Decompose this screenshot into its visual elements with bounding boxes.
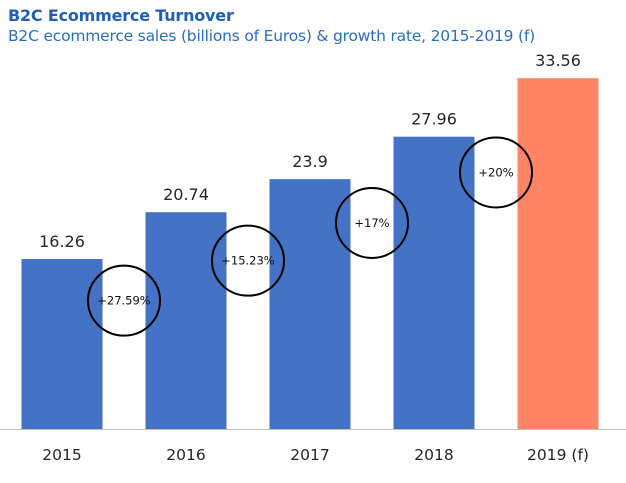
bar-2017	[269, 179, 351, 429]
bar-2016	[145, 212, 227, 429]
category-label: 2015	[42, 446, 81, 464]
growth-circle	[335, 186, 409, 259]
bar-2015	[21, 259, 103, 429]
value-label: 23.9	[292, 152, 328, 171]
value-label: 33.56	[535, 51, 581, 70]
growth-circle	[87, 264, 161, 337]
value-label: 20.74	[163, 185, 209, 204]
bar-2019-f	[517, 78, 599, 430]
value-label: 16.26	[39, 232, 85, 251]
growth-rate-label: +27.59%	[97, 294, 151, 308]
growth-rate-label: +17%	[354, 216, 389, 230]
chart-title: B2C Ecommerce Turnover	[8, 6, 234, 25]
growth-rate-label: +20%	[478, 165, 513, 179]
category-label: 2017	[290, 446, 329, 464]
category-label: 2019 (f)	[527, 446, 589, 464]
bar-2018	[393, 136, 475, 429]
growth-rate-label: +15.23%	[221, 254, 275, 268]
chart-subtitle: B2C ecommerce sales (billions of Euros) …	[8, 27, 536, 45]
growth-circle	[459, 136, 533, 209]
category-label: 2016	[166, 446, 205, 464]
category-label: 2018	[414, 446, 453, 464]
growth-circle	[211, 224, 285, 297]
value-label: 27.96	[411, 110, 457, 129]
